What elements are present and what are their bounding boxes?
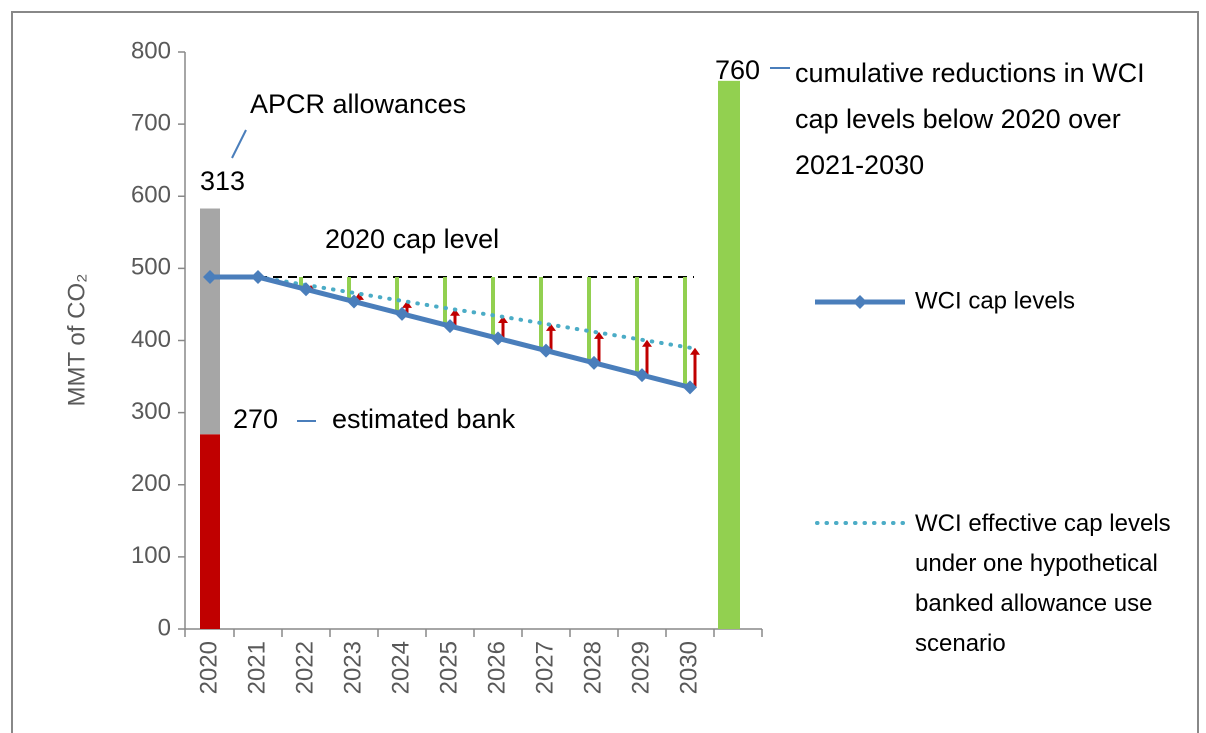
x-tick-label: 2030 — [675, 641, 702, 694]
x-tick-label: 2024 — [387, 641, 414, 694]
x-tick-label: 2023 — [339, 641, 366, 694]
x-tick-label: 2028 — [579, 641, 606, 694]
x-tick-label: 2027 — [531, 641, 558, 694]
y-tick-label: 300 — [131, 398, 171, 425]
arrow-head — [546, 323, 556, 331]
bar — [200, 434, 220, 629]
x-tick-label: 2020 — [195, 641, 222, 694]
y-tick-label: 200 — [131, 470, 171, 497]
y-tick-label: 600 — [131, 182, 171, 209]
marker — [299, 282, 313, 297]
marker — [635, 368, 649, 383]
y-tick-label: 0 — [158, 614, 171, 641]
cumulative-label: cumulative reductions in WCI cap levels … — [795, 58, 1145, 180]
arrow-head — [402, 300, 412, 308]
marker — [203, 270, 217, 285]
legend-label: WCI cap levels — [915, 287, 1075, 314]
annotation: 2020 cap level — [325, 224, 499, 254]
y-tick-label: 400 — [131, 326, 171, 353]
arrow-head — [450, 308, 460, 316]
x-tick-label: 2025 — [435, 641, 462, 694]
y-tick-label: 100 — [131, 542, 171, 569]
marker — [251, 270, 265, 285]
arrow-head — [690, 347, 700, 355]
annotation: APCR allowances — [250, 89, 466, 119]
marker — [587, 355, 601, 370]
bar — [200, 208, 220, 435]
arrow-head — [498, 315, 508, 323]
marker — [539, 343, 553, 358]
leader-line — [231, 129, 247, 159]
annotation: estimated bank — [332, 404, 516, 434]
value-label: 760 — [715, 55, 760, 85]
marker — [347, 294, 361, 309]
frame — [11, 11, 1199, 733]
marker — [683, 380, 697, 395]
value-label: 270 — [233, 404, 278, 434]
legend-marker — [853, 295, 867, 309]
arrow-head — [594, 331, 604, 339]
x-tick-label: 2022 — [291, 641, 318, 694]
y-tick-label: 700 — [131, 109, 171, 136]
value-label: 313 — [200, 166, 245, 196]
x-tick-label: 2021 — [243, 641, 270, 694]
marker — [395, 306, 409, 321]
bar — [718, 80, 740, 630]
line — [256, 275, 692, 350]
y-tick-label: 800 — [131, 37, 171, 64]
marker — [443, 319, 457, 334]
legend-label: WCI effective cap levels under one hypot… — [915, 510, 1171, 657]
x-tick-label: 2026 — [483, 641, 510, 694]
marker — [491, 331, 505, 346]
y-axis-label: MMT of CO₂ — [63, 274, 90, 407]
y-tick-label: 500 — [131, 254, 171, 281]
arrow-head — [642, 339, 652, 347]
x-tick-label: 2029 — [627, 641, 654, 694]
